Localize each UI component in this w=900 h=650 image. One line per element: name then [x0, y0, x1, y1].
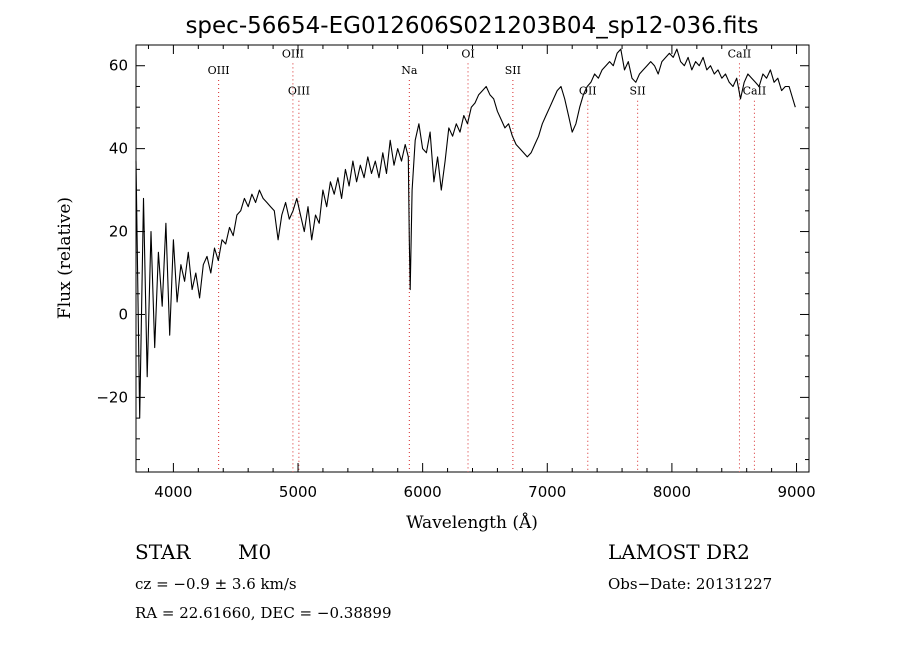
x-tick-label: 8000 [653, 483, 691, 501]
coordinates: RA = 22.61660, DEC = −0.38899 [135, 604, 392, 622]
y-tick-label: 20 [109, 223, 128, 241]
line-marker-label: Na [401, 64, 418, 77]
x-tick-label: 6000 [404, 483, 442, 501]
object-subclass: M0 [238, 540, 272, 564]
y-tick-label: 40 [109, 140, 128, 158]
plot-frame [135, 44, 810, 473]
y-axis-label: Flux (relative) [55, 197, 75, 319]
observation-date: Obs−Date: 20131227 [608, 575, 773, 593]
line-marker-label: CaII [728, 47, 752, 60]
spectrum-series [135, 48, 796, 419]
spectrum-line [135, 48, 796, 419]
y-tick-label: −20 [96, 388, 128, 406]
line-marker-label: OIII [208, 64, 230, 77]
line-marker-label: OIII [282, 47, 304, 60]
line-marker-label: SII [505, 64, 521, 77]
object-class: STAR [135, 540, 191, 564]
x-tick-label: 9000 [777, 483, 815, 501]
x-tick-label: 7000 [528, 483, 566, 501]
y-tick-label: 60 [109, 57, 128, 75]
x-axis-label: Wavelength (Å) [406, 512, 538, 533]
line-marker-label: OII [579, 85, 597, 98]
emission-line-markers: OIII OIII OIII Na OI SII OII SII CaII CaII [208, 47, 767, 472]
axis-ticks: 4000 5000 6000 7000 8000 9000 −20 0 20 40 60 [96, 44, 816, 501]
y-tick-label: 0 [118, 305, 128, 323]
line-marker-label: SII [630, 85, 646, 98]
x-tick-label: 5000 [279, 483, 317, 501]
chart-title: spec-56654-EG012606S021203B04_sp12-036.f… [185, 13, 758, 39]
survey-name: LAMOST DR2 [608, 540, 750, 564]
line-marker-label: OIII [288, 85, 310, 98]
line-marker-label: OI [461, 47, 474, 60]
redshift-velocity: cz = −0.9 ± 3.6 km/s [135, 575, 297, 593]
line-marker-label: CaII [743, 85, 767, 98]
x-tick-label: 4000 [154, 483, 192, 501]
